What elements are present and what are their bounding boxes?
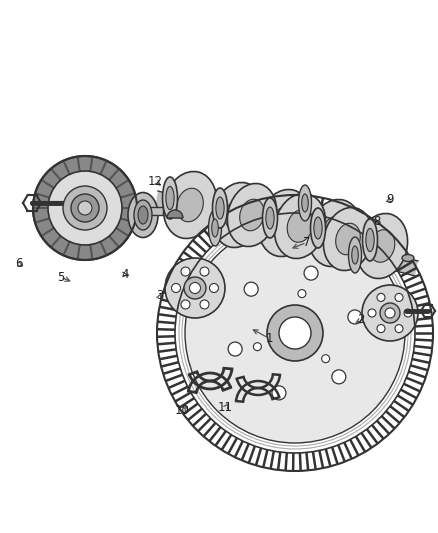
Text: 7: 7: [303, 236, 311, 249]
Circle shape: [190, 282, 201, 294]
Ellipse shape: [321, 216, 348, 250]
Ellipse shape: [357, 214, 408, 279]
Ellipse shape: [402, 254, 414, 262]
Circle shape: [63, 186, 107, 230]
Ellipse shape: [369, 230, 395, 262]
Circle shape: [272, 386, 286, 400]
Circle shape: [395, 293, 403, 302]
Ellipse shape: [162, 177, 177, 219]
Text: 10: 10: [174, 404, 189, 417]
Circle shape: [181, 300, 190, 309]
Ellipse shape: [349, 237, 361, 273]
Text: 11: 11: [218, 401, 233, 414]
Ellipse shape: [336, 223, 360, 255]
Circle shape: [267, 305, 323, 361]
Circle shape: [395, 325, 403, 333]
Circle shape: [385, 308, 395, 318]
Text: 4: 4: [121, 268, 129, 281]
Circle shape: [254, 343, 261, 351]
Ellipse shape: [266, 207, 274, 229]
Ellipse shape: [272, 206, 298, 240]
Ellipse shape: [287, 210, 313, 243]
Circle shape: [368, 309, 376, 317]
Ellipse shape: [258, 189, 311, 256]
Circle shape: [172, 284, 180, 293]
Ellipse shape: [366, 229, 374, 252]
Ellipse shape: [216, 197, 224, 219]
Circle shape: [377, 293, 385, 302]
Bar: [143, 207, 163, 215]
Ellipse shape: [308, 199, 362, 266]
Ellipse shape: [128, 192, 158, 238]
Circle shape: [48, 171, 122, 245]
Circle shape: [332, 370, 346, 384]
Text: 6: 6: [14, 257, 22, 270]
Ellipse shape: [352, 246, 358, 264]
Circle shape: [209, 284, 219, 293]
Ellipse shape: [299, 185, 311, 221]
Circle shape: [185, 223, 405, 443]
Ellipse shape: [212, 188, 227, 228]
Text: 1: 1: [265, 332, 273, 345]
Ellipse shape: [212, 182, 264, 247]
Ellipse shape: [262, 198, 278, 238]
Text: 5: 5: [57, 271, 64, 284]
Circle shape: [184, 277, 206, 299]
Ellipse shape: [212, 219, 218, 237]
Ellipse shape: [225, 199, 251, 231]
Circle shape: [181, 267, 190, 276]
Ellipse shape: [274, 193, 325, 259]
Circle shape: [404, 309, 412, 317]
Circle shape: [165, 258, 225, 318]
Circle shape: [200, 267, 209, 276]
Ellipse shape: [314, 217, 322, 239]
Polygon shape: [155, 191, 418, 276]
Text: 8: 8: [373, 215, 380, 228]
Circle shape: [33, 156, 137, 260]
Circle shape: [200, 300, 209, 309]
Ellipse shape: [363, 219, 378, 261]
Ellipse shape: [208, 210, 222, 246]
Circle shape: [348, 310, 362, 324]
Circle shape: [279, 317, 311, 349]
Ellipse shape: [227, 183, 277, 247]
Circle shape: [298, 289, 306, 297]
Circle shape: [377, 325, 385, 333]
Ellipse shape: [311, 208, 325, 248]
Circle shape: [380, 303, 400, 323]
Circle shape: [71, 194, 99, 222]
Ellipse shape: [323, 207, 373, 271]
Circle shape: [304, 266, 318, 280]
Ellipse shape: [302, 194, 308, 212]
Circle shape: [244, 282, 258, 296]
Circle shape: [78, 201, 92, 215]
Ellipse shape: [240, 199, 264, 231]
Ellipse shape: [134, 200, 152, 230]
Ellipse shape: [166, 187, 174, 209]
Ellipse shape: [177, 188, 203, 222]
Circle shape: [321, 355, 330, 363]
Circle shape: [228, 342, 242, 356]
Text: 3: 3: [156, 289, 163, 302]
Text: 12: 12: [148, 175, 163, 188]
Ellipse shape: [163, 172, 217, 239]
Circle shape: [362, 285, 418, 341]
Ellipse shape: [138, 206, 148, 224]
Wedge shape: [167, 210, 183, 218]
Text: 2: 2: [357, 313, 365, 326]
Text: 9: 9: [386, 193, 394, 206]
